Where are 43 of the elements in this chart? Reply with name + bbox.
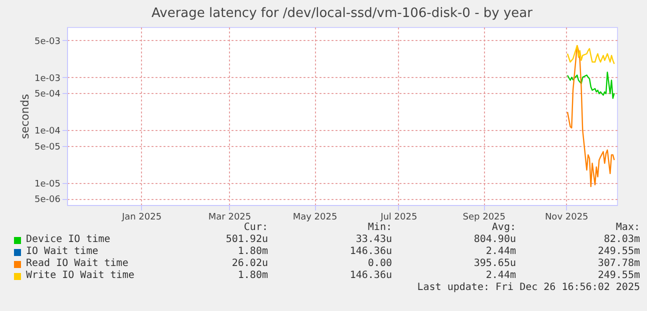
text: 249.55m	[598, 270, 640, 282]
text: Cur:	[244, 222, 268, 234]
text: Max:	[616, 222, 640, 234]
text: Min:	[368, 222, 392, 234]
y-tick-label: 5e-03	[34, 36, 60, 47]
text: Last update: Fri Dec 26 16:56:02 2025	[417, 282, 640, 294]
text: 395.65u	[474, 258, 516, 270]
text: 2.44m	[486, 246, 516, 258]
line-series	[566, 44, 615, 64]
text: 249.55m	[598, 246, 640, 258]
text: 307.78m	[598, 258, 640, 270]
text: 0.00	[368, 258, 392, 270]
text: 1.80m	[238, 270, 268, 282]
text: 33.43u	[356, 234, 392, 246]
text: 1.80m	[238, 246, 268, 258]
y-tick-label: 1e-03	[34, 74, 60, 84]
y-tick-label: 5e-05	[34, 142, 60, 152]
text: 146.36u	[350, 270, 392, 282]
y-tick-label: 5e-04	[34, 90, 61, 100]
legend-label: IO Wait time	[26, 246, 98, 258]
text: 501.92u	[226, 234, 268, 246]
text: 2.44m	[486, 270, 516, 282]
chart-title: Average latency for /dev/local-ssd/vm-106-disk-0 - by year	[152, 6, 534, 21]
x-tick-label: Jul 2025	[380, 212, 418, 222]
text: Avg:	[492, 222, 516, 234]
y-tick-label: 1e-05	[34, 179, 60, 190]
legend-label: Write IO Wait time	[26, 270, 134, 282]
x-tick-label: Mar 2025	[208, 212, 252, 222]
y-tick-label: 1e-04	[34, 126, 61, 137]
legend-label: Read IO Wait time	[26, 258, 128, 270]
x-tick-label: Nov 2025	[544, 212, 588, 222]
x-tick-label: Jan 2025	[120, 212, 162, 222]
text: 26.02u	[232, 258, 268, 270]
line-series	[566, 44, 615, 188]
legend-label: Device IO time	[26, 234, 110, 246]
y-tick-label: 5e-06	[34, 195, 61, 206]
line-series	[566, 72, 615, 99]
text: 146.36u	[350, 246, 392, 258]
text: 804.90u	[474, 234, 516, 246]
text: 82.03m	[604, 234, 640, 246]
x-tick-label: May 2025	[292, 212, 338, 222]
x-tick-label: Sep 2025	[462, 212, 506, 222]
y-axis-title: seconds	[18, 94, 32, 139]
